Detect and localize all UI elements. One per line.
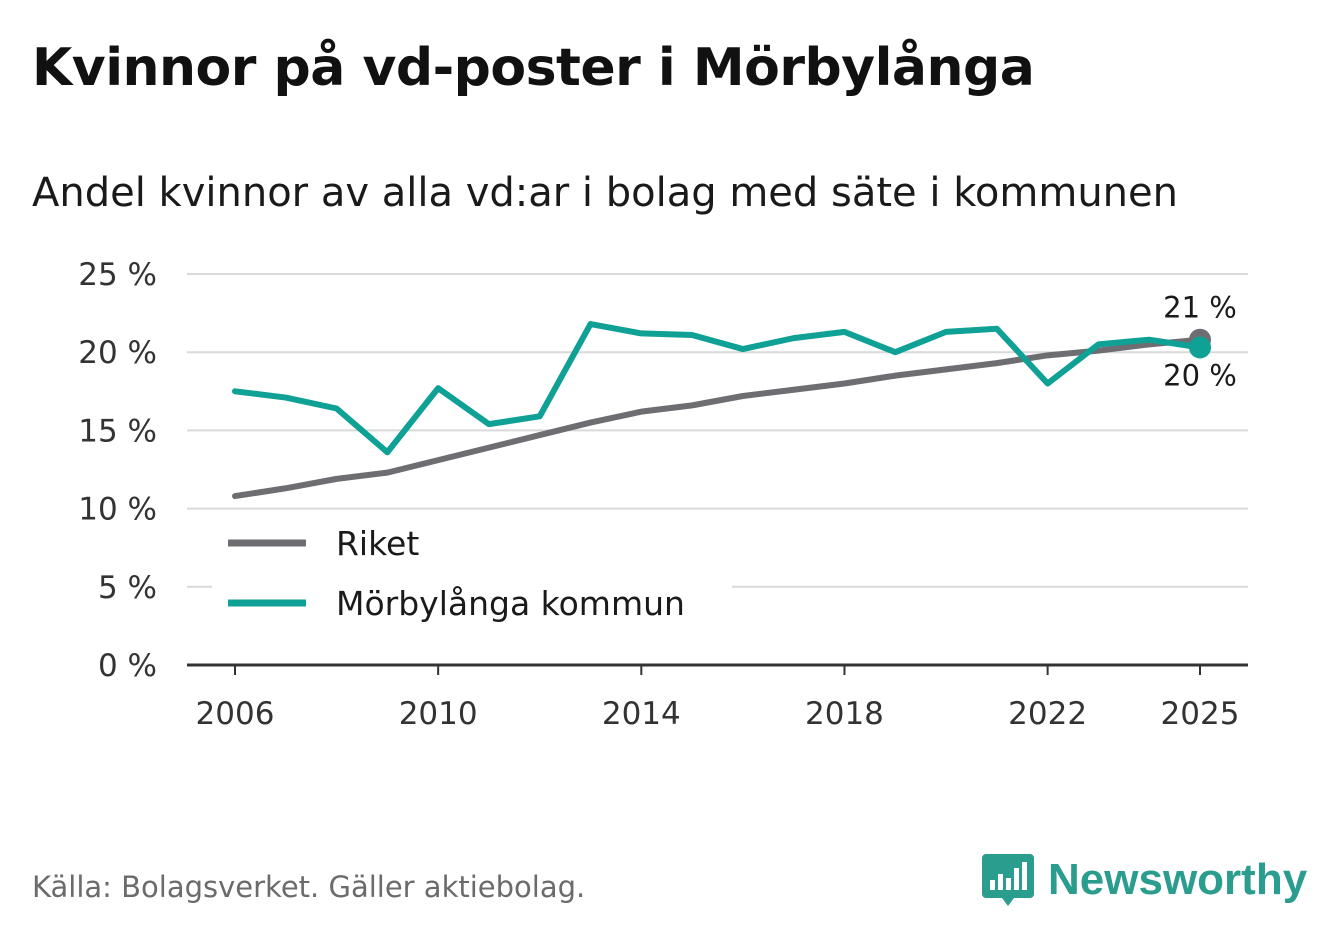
legend-label: Mörbylånga kommun	[336, 584, 685, 623]
x-tick-label: 2014	[602, 696, 681, 732]
chart-subtitle: Andel kvinnor av alla vd:ar i bolag med …	[32, 170, 1178, 216]
y-tick-label: 15 %	[78, 413, 157, 449]
x-tick-label: 2018	[805, 696, 884, 732]
legend-box	[212, 512, 732, 638]
chart-title: Kvinnor på vd-poster i Mörbylånga	[32, 38, 1035, 98]
end-value-label: 20 %	[1163, 359, 1237, 393]
newsworthy-logo-icon	[982, 854, 1034, 906]
legend-label: Riket	[336, 524, 419, 563]
x-tick-label: 2022	[1008, 696, 1087, 732]
y-tick-label: 5 %	[98, 570, 157, 606]
end-point-marker	[1189, 336, 1211, 359]
x-tick-label: 2010	[399, 696, 478, 732]
y-tick-label: 20 %	[78, 335, 157, 371]
brand-name: Newsworthy	[1048, 855, 1308, 904]
end-value-label: 21 %	[1163, 291, 1237, 325]
series-line-riket	[232, 336, 1203, 500]
x-tick-label: 2025	[1161, 696, 1240, 732]
series-line-morbylanga	[232, 321, 1203, 456]
y-tick-label: 25 %	[78, 257, 157, 293]
brand-logo: Newsworthy	[980, 850, 1307, 910]
x-tick-label: 2006	[196, 696, 275, 732]
y-tick-label: 10 %	[78, 492, 157, 528]
source-note: Källa: Bolagsverket. Gäller aktiebolag.	[32, 870, 586, 904]
y-tick-label: 0 %	[98, 648, 157, 684]
